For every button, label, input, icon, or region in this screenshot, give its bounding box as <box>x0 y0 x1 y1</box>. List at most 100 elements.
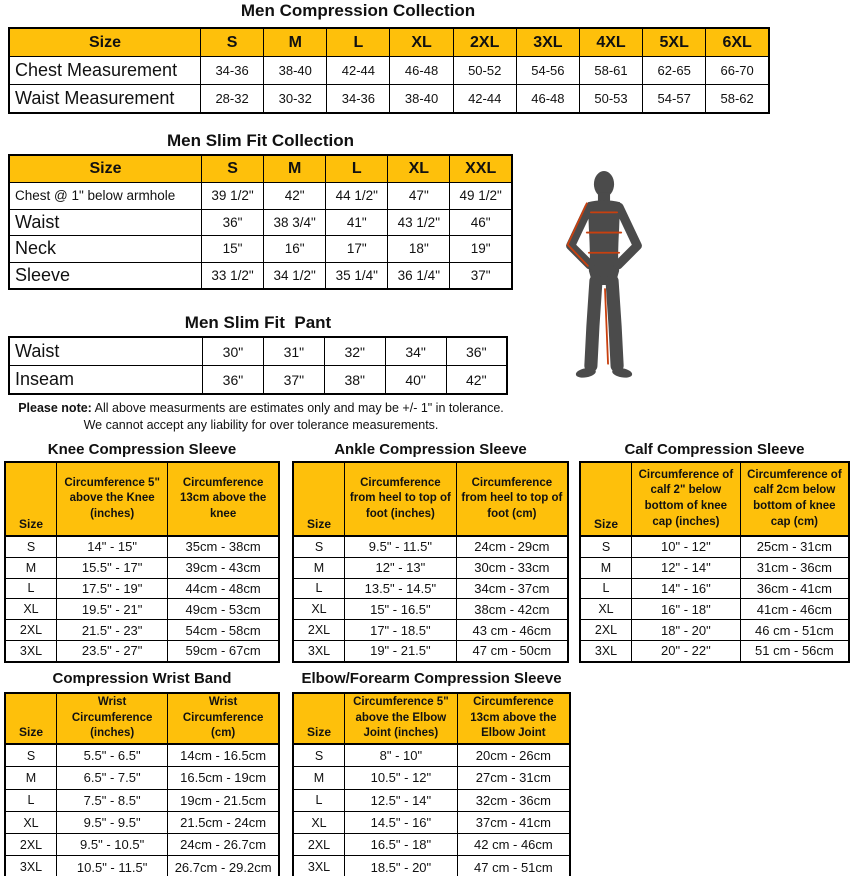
column-header: S <box>200 154 265 183</box>
value-cell: 51 cm - 56cm <box>739 639 850 663</box>
value-cell: 34" <box>384 336 447 366</box>
table-row: M 12" - 13" 30cm - 33cm <box>292 556 569 579</box>
value-cell: 32" <box>323 336 386 366</box>
row-label-cell: XL <box>579 598 632 621</box>
row-label-cell: M <box>292 766 345 790</box>
table-row: 2XL 18" - 20" 46 cm - 51cm <box>579 619 850 641</box>
column-header: XXL <box>449 154 513 183</box>
value-cell: 12.5" - 14" <box>344 788 458 812</box>
value-cell: 46-48 <box>389 56 454 85</box>
value-cell: 30" <box>202 336 264 366</box>
value-cell: 21.5cm - 24cm <box>167 810 280 835</box>
column-header: Circumference 13cm above the Elbow Joint <box>456 692 571 745</box>
value-cell: 44 1/2" <box>325 182 389 210</box>
value-cell: 27cm - 31cm <box>456 766 571 790</box>
value-cell: 10" - 12" <box>631 535 741 558</box>
measurement-figure <box>556 170 652 392</box>
table-row: Sleeve 33 1/2" 34 1/2" 35 1/4" 36 1/4" 37" <box>8 261 513 290</box>
row-label-cell: Inseam <box>8 365 203 395</box>
value-cell: 9.5" - 9.5" <box>55 810 169 835</box>
column-header: Size <box>4 692 57 745</box>
value-cell: 31" <box>262 336 325 366</box>
value-cell: 38cm - 42cm <box>455 598 569 621</box>
value-cell: 47 cm - 51cm <box>456 855 571 876</box>
table-row: XL 16" - 18" 41cm - 46cm <box>579 598 850 621</box>
value-cell: 39cm - 43cm <box>167 556 280 579</box>
table-row: 2XL 21.5" - 23" 54cm - 58cm <box>4 619 280 641</box>
value-cell: 62-65 <box>642 56 707 85</box>
table-row: M 12" - 14" 31cm - 36cm <box>579 556 850 579</box>
row-label-cell: 2XL <box>292 619 345 641</box>
value-cell: 7.5" - 8.5" <box>55 788 169 812</box>
value-cell: 43 1/2" <box>387 208 451 236</box>
column-header: 4XL <box>578 27 644 57</box>
table-row: 3XL 18.5" - 20" 47 cm - 51cm <box>292 855 571 876</box>
men-slim-fit-table: Size S M L XL XXL Chest @ 1" below armhole 39 1… <box>8 154 513 290</box>
value-cell: 34cm - 37cm <box>455 577 569 600</box>
row-label-cell: XL <box>292 810 345 835</box>
row-label-cell: XL <box>292 598 345 621</box>
calf-sleeve-title: Calf Compression Sleeve <box>624 441 805 458</box>
row-label-cell: Waist <box>8 208 202 236</box>
knee-sleeve-title: Knee Compression Sleeve <box>47 441 237 458</box>
value-cell: 37" <box>262 365 325 395</box>
table-row: S 5.5" - 6.5" 14cm - 16.5cm <box>4 743 280 768</box>
row-label-cell: L <box>292 577 345 600</box>
table-row: 3XL 10.5" - 11.5" 26.7cm - 29.2cm <box>4 855 280 876</box>
value-cell: 44cm - 48cm <box>167 577 280 600</box>
value-cell: 14" - 16" <box>631 577 741 600</box>
table-row: L 13.5" - 14.5" 34cm - 37cm <box>292 577 569 600</box>
row-label-cell: Neck <box>8 235 202 263</box>
column-header: L <box>325 154 389 183</box>
value-cell: 5.5" - 6.5" <box>55 743 169 768</box>
column-header: S <box>199 27 265 57</box>
tolerance-note: Please note: All above measurments are e… <box>0 400 522 435</box>
header-row: Size Circumference from heel to top of fo… <box>292 461 569 537</box>
column-header: Size <box>579 461 632 537</box>
table-row: L 12.5" - 14" 32cm - 36cm <box>292 788 571 812</box>
table-row: XL 14.5" - 16" 37cm - 41cm <box>292 810 571 835</box>
table-row: L 14" - 16" 36cm - 41cm <box>579 577 850 600</box>
value-cell: 34-36 <box>199 56 265 85</box>
row-label-cell: S <box>579 535 632 558</box>
knee-sleeve-table: Size Circumference 5" above the Knee (inc… <box>4 461 280 663</box>
table-row: Chest @ 1" below armhole 39 1/2" 42" 44 1/2… <box>8 182 513 210</box>
table-row: Waist Measurement 28-32 30-32 34-36 38-40 42-… <box>8 84 770 114</box>
row-label-cell: S <box>4 535 57 558</box>
value-cell: 36" <box>445 336 508 366</box>
value-cell: 66-70 <box>705 56 770 85</box>
row-label-cell: 3XL <box>4 639 57 663</box>
value-cell: 17" - 18.5" <box>344 619 457 641</box>
header-row: Size Wrist Circumference (inches) Wrist Ci… <box>4 692 280 745</box>
table-row: XL 15" - 16.5" 38cm - 42cm <box>292 598 569 621</box>
value-cell: 19" <box>449 235 513 263</box>
value-cell: 35 1/4" <box>325 261 389 290</box>
header-row: Size Circumference 5" above the Knee (inc… <box>4 461 280 537</box>
value-cell: 47" <box>387 182 451 210</box>
value-cell: 26.7cm - 29.2cm <box>167 855 280 876</box>
value-cell: 36" <box>202 365 264 395</box>
row-label-cell: S <box>292 743 345 768</box>
value-cell: 9.5" - 10.5" <box>55 833 169 857</box>
value-cell: 17.5" - 19" <box>55 577 169 600</box>
table-row: 3XL 19" - 21.5" 47 cm - 50cm <box>292 639 569 663</box>
value-cell: 36 1/4" <box>387 261 451 290</box>
row-label-cell: 3XL <box>292 855 345 876</box>
value-cell: 8" - 10" <box>344 743 458 768</box>
value-cell: 14cm - 16.5cm <box>167 743 280 768</box>
row-label-cell: M <box>579 556 632 579</box>
table-row: 3XL 20" - 22" 51 cm - 56cm <box>579 639 850 663</box>
value-cell: 24cm - 29cm <box>455 535 569 558</box>
table-row: L 7.5" - 8.5" 19cm - 21.5cm <box>4 788 280 812</box>
column-header: Size <box>8 154 202 183</box>
value-cell: 38-40 <box>389 84 454 114</box>
row-label-cell: 2XL <box>292 833 345 857</box>
value-cell: 59cm - 67cm <box>167 639 280 663</box>
note-prefix: Please note: <box>18 401 92 415</box>
row-label-cell: M <box>4 556 57 579</box>
header-row: Size Circumference of calf 2" below botto… <box>579 461 850 537</box>
value-cell: 54-56 <box>515 56 580 85</box>
table-row: Neck 15" 16" 17" 18" 19" <box>8 235 513 263</box>
header-row: Size Circumference 5" above the Elbow Joi… <box>292 692 571 745</box>
